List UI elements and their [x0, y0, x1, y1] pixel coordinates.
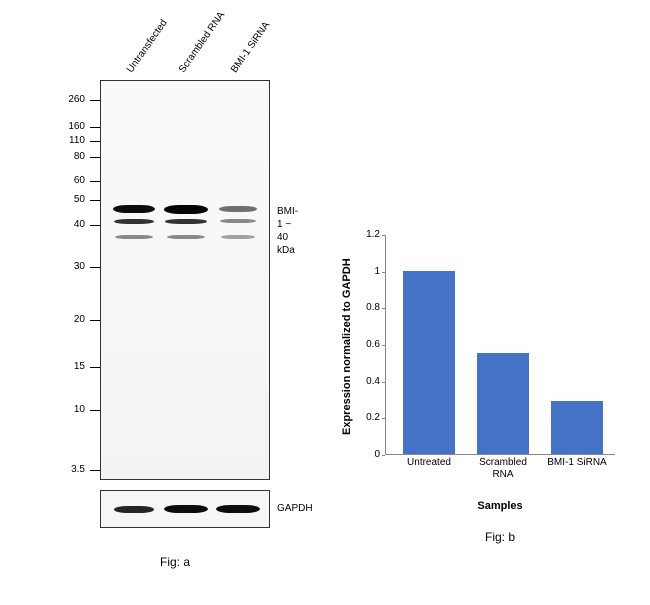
- y-tick: [382, 308, 385, 309]
- mw-mark-label: 10: [55, 404, 85, 415]
- blot-band: [167, 235, 205, 239]
- mw-tick: [90, 267, 100, 268]
- loading-control-label: GAPDH: [277, 502, 313, 515]
- mw-mark-label: 3.5: [55, 464, 85, 475]
- mw-tick: [90, 367, 100, 368]
- mw-mark-label: 15: [55, 361, 85, 372]
- y-tick: [382, 418, 385, 419]
- y-tick-label: 0.2: [355, 412, 380, 423]
- blot-band: [113, 205, 155, 213]
- blot-gapdh-membrane: [100, 490, 270, 528]
- y-tick: [382, 455, 385, 456]
- blot-band: [219, 206, 257, 212]
- mw-tick: [90, 100, 100, 101]
- mw-mark-label: 30: [55, 261, 85, 272]
- mw-tick: [90, 410, 100, 411]
- x-tick-label: BMI-1 SiRNA: [541, 457, 613, 469]
- mw-tick: [90, 470, 100, 471]
- chart-plot-area: 00.20.40.60.811.2UntreatedScrambled RNAB…: [385, 235, 615, 455]
- chart-panel: 0 0.2 0.4 0.6 0.8 1 1.2 UntreatedScrambled RNAB…: [335, 225, 635, 545]
- blot-panel: UntransfectedScrambled RNABMI-1 SiRNA 26…: [55, 10, 285, 570]
- chart-bar: [551, 401, 603, 454]
- mw-mark-label: 260: [55, 94, 85, 105]
- mw-mark-label: 20: [55, 314, 85, 325]
- blot-main-membrane: [100, 80, 270, 480]
- blot-band: [115, 235, 153, 239]
- mw-tick: [90, 141, 100, 142]
- mw-mark-label: 40: [55, 219, 85, 230]
- mw-tick: [90, 181, 100, 182]
- y-axis-title: Expression normalized to GAPDH: [341, 258, 353, 435]
- lane-label: Scrambled RNA: [177, 10, 227, 75]
- chart-bar: [403, 271, 455, 454]
- mw-mark-label: 50: [55, 194, 85, 205]
- mw-tick: [90, 127, 100, 128]
- y-tick-label: 1.2: [355, 229, 380, 240]
- figure-container: UntransfectedScrambled RNABMI-1 SiRNA 26…: [0, 0, 650, 605]
- blot-band: [114, 219, 154, 224]
- mw-tick: [90, 320, 100, 321]
- mw-tick: [90, 157, 100, 158]
- mw-mark-label: 60: [55, 175, 85, 186]
- x-tick-label: Scrambled RNA: [467, 457, 539, 481]
- y-tick: [382, 345, 385, 346]
- panel-a-caption: Fig: a: [160, 555, 190, 569]
- mw-mark-label: 110: [55, 135, 85, 146]
- lane-labels-group: UntransfectedScrambled RNABMI-1 SiRNA: [103, 10, 273, 75]
- y-tick-label: 1: [355, 266, 380, 277]
- blot-band: [221, 235, 255, 239]
- y-tick-label: 0.8: [355, 302, 380, 313]
- mw-tick: [90, 225, 100, 226]
- y-tick-label: 0.6: [355, 339, 380, 350]
- blot-band: [114, 506, 154, 513]
- y-tick: [382, 272, 385, 273]
- blot-band: [165, 219, 207, 224]
- mw-mark-label: 160: [55, 121, 85, 132]
- lane-label: Untransfected: [125, 18, 170, 75]
- y-tick: [382, 382, 385, 383]
- mw-ladder: 260 160 110 80 60 50 40 30 20 15 10 3.5: [55, 85, 100, 485]
- blot-band: [220, 219, 256, 223]
- lane-label: BMI-1 SiRNA: [229, 20, 272, 75]
- mw-tick: [90, 200, 100, 201]
- chart-bar: [477, 353, 529, 454]
- panel-b-caption: Fig: b: [485, 530, 515, 544]
- blot-band: [164, 505, 208, 513]
- y-tick: [382, 235, 385, 236]
- target-band-label: BMI-1 ~ 40 kDa: [277, 205, 298, 257]
- x-tick-label: Untreated: [393, 457, 465, 469]
- blot-band: [216, 505, 260, 513]
- x-axis-title: Samples: [385, 500, 615, 512]
- y-tick-label: 0: [355, 449, 380, 460]
- blot-band: [164, 205, 208, 214]
- y-axis-line: [385, 235, 386, 454]
- mw-mark-label: 80: [55, 151, 85, 162]
- y-tick-label: 0.4: [355, 376, 380, 387]
